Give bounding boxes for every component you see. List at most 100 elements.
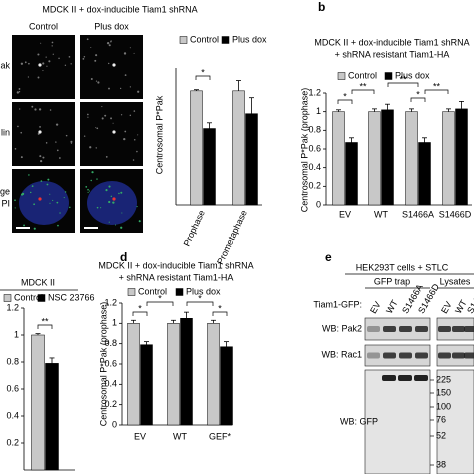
speckle	[59, 212, 61, 214]
significance-label: *	[416, 89, 420, 99]
significance-bracket	[351, 89, 375, 94]
y-axis-label: Centrosomal P*Pak (prophase)	[299, 88, 309, 213]
legend-swatch	[337, 72, 346, 80]
speckle	[45, 142, 48, 144]
speckle	[87, 113, 89, 116]
x-tick-label: EV	[134, 431, 146, 441]
speckle	[68, 56, 71, 58]
significance-label: *	[343, 91, 347, 101]
speckle	[23, 224, 26, 227]
speckle	[18, 91, 21, 93]
bar	[455, 108, 468, 206]
micrograph	[12, 102, 75, 166]
speckle	[112, 122, 114, 124]
speckle	[108, 221, 110, 223]
y-axis-label: Centrosomal P*Pak	[154, 95, 164, 174]
speckle	[20, 156, 23, 159]
blot-band	[464, 352, 474, 359]
speckle	[70, 63, 72, 65]
panel-label: b	[318, 0, 325, 14]
speckle	[14, 148, 17, 150]
speckle	[47, 178, 50, 181]
speckle	[96, 178, 98, 180]
speckle	[46, 65, 48, 67]
speckle	[108, 87, 110, 90]
speckle	[95, 54, 98, 57]
y-tick-label: 0	[316, 199, 321, 209]
speckle	[121, 212, 123, 214]
bar	[345, 142, 358, 206]
speckle	[137, 90, 140, 93]
speckle	[40, 159, 43, 163]
speckle	[55, 123, 59, 126]
speckle	[49, 202, 51, 204]
speckle	[58, 157, 61, 159]
significance-label: *	[158, 293, 162, 303]
speckle	[95, 80, 98, 82]
speckle	[110, 195, 112, 197]
legend-label: NSC 23766	[48, 292, 95, 302]
legend-label: Control	[190, 34, 219, 44]
bar	[127, 323, 140, 426]
y-tick-label: 0.2	[308, 181, 321, 191]
legend-label: Plus dox	[395, 70, 430, 80]
panel-label: e	[325, 250, 332, 264]
y-tick-label: 0.6	[308, 143, 321, 153]
speckle	[55, 141, 57, 143]
y-tick-label: 1	[112, 318, 117, 328]
speckle	[133, 110, 136, 112]
significance-bracket	[337, 99, 353, 104]
speckle	[14, 199, 16, 202]
speckle	[87, 116, 89, 118]
speckle	[56, 149, 59, 152]
speckle	[138, 220, 141, 223]
speckle	[70, 142, 73, 144]
speckle	[20, 131, 23, 134]
blot-row-label: WB: GFP	[340, 416, 378, 426]
blot-membrane	[364, 344, 431, 367]
bar	[368, 111, 381, 206]
speckle	[129, 114, 132, 117]
bar	[220, 346, 233, 426]
speckle	[40, 180, 43, 182]
significance-label: *	[198, 293, 202, 303]
speckle	[105, 189, 108, 192]
blot-row-label: WB: Rac1	[321, 349, 362, 359]
speckle	[91, 171, 94, 174]
speckle	[63, 197, 65, 199]
speckle	[108, 185, 111, 188]
y-tick-label: 1	[14, 329, 19, 339]
legend-label: Control	[138, 286, 167, 296]
legend-label: Control	[14, 292, 43, 302]
speckle	[21, 192, 25, 196]
speckle	[39, 125, 41, 128]
y-tick-label: 0.8	[104, 338, 117, 348]
column-label: Plus dox	[94, 21, 129, 31]
chart-title: MDCK II + dox-inducible Tiam1 shRNA	[314, 37, 469, 47]
bar	[140, 344, 153, 426]
x-tick-label: GEF*	[209, 431, 232, 441]
bar	[180, 318, 193, 426]
speckle	[33, 227, 36, 230]
y-tick-label: 0.2	[104, 399, 117, 409]
speckle	[101, 106, 103, 108]
speckle	[104, 114, 107, 117]
significance-label: **	[41, 316, 49, 326]
speckle	[108, 62, 110, 65]
speckle	[95, 127, 97, 129]
speckle	[136, 150, 138, 153]
speckle	[46, 183, 49, 186]
speckle	[28, 174, 30, 176]
speckle	[49, 109, 52, 111]
speckle	[64, 191, 67, 193]
significance-bracket	[212, 311, 228, 316]
speckle	[31, 105, 34, 108]
speckle	[108, 44, 111, 47]
speckle	[18, 88, 21, 90]
speckle	[31, 185, 34, 187]
speckle	[118, 192, 120, 195]
centrosome	[112, 197, 116, 201]
legend-swatch	[179, 36, 188, 44]
bar	[232, 90, 245, 206]
chart-title: MDCK II	[21, 277, 55, 287]
